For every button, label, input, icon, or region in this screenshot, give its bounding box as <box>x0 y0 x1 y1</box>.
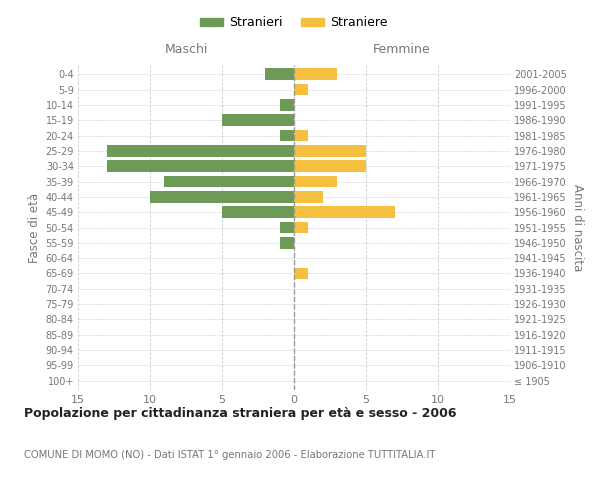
Bar <box>294 84 308 96</box>
Bar <box>280 222 294 233</box>
Text: Maschi: Maschi <box>164 43 208 56</box>
Bar <box>294 130 308 141</box>
Bar <box>107 145 294 156</box>
Bar <box>222 206 294 218</box>
Bar <box>294 176 337 188</box>
Bar <box>164 176 294 188</box>
Y-axis label: Anni di nascita: Anni di nascita <box>571 184 584 271</box>
Bar <box>294 145 366 156</box>
Bar <box>294 191 323 202</box>
Bar <box>294 206 395 218</box>
Bar <box>294 222 308 233</box>
Text: Femmine: Femmine <box>373 43 431 56</box>
Bar <box>107 160 294 172</box>
Bar <box>294 268 308 279</box>
Bar <box>294 68 337 80</box>
Text: Popolazione per cittadinanza straniera per età e sesso - 2006: Popolazione per cittadinanza straniera p… <box>24 408 457 420</box>
Y-axis label: Fasce di età: Fasce di età <box>28 192 41 262</box>
Bar <box>280 237 294 248</box>
Bar <box>150 191 294 202</box>
Bar <box>294 160 366 172</box>
Bar <box>265 68 294 80</box>
Bar <box>280 130 294 141</box>
Bar <box>222 114 294 126</box>
Bar <box>280 99 294 110</box>
Legend: Stranieri, Straniere: Stranieri, Straniere <box>196 11 392 34</box>
Text: COMUNE DI MOMO (NO) - Dati ISTAT 1° gennaio 2006 - Elaborazione TUTTITALIA.IT: COMUNE DI MOMO (NO) - Dati ISTAT 1° genn… <box>24 450 436 460</box>
